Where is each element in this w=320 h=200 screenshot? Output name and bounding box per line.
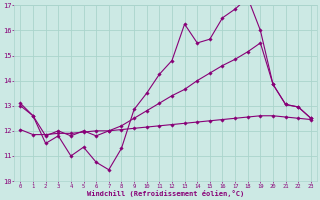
X-axis label: Windchill (Refroidissement éolien,°C): Windchill (Refroidissement éolien,°C) [87,190,244,197]
